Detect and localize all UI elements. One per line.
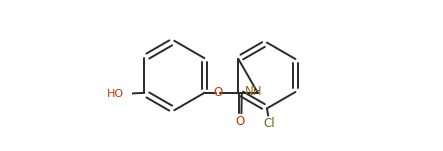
Text: HO: HO	[107, 89, 124, 99]
Text: NH: NH	[245, 85, 263, 98]
Text: Cl: Cl	[263, 117, 275, 130]
Text: O: O	[213, 86, 222, 99]
Text: O: O	[235, 115, 245, 128]
